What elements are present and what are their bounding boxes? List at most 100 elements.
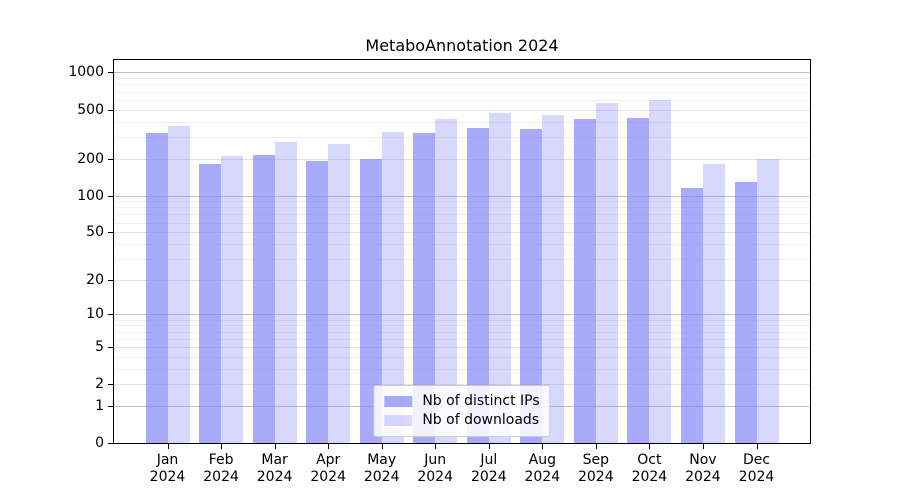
x-tick-month-jun: Jun [424, 452, 447, 468]
legend-swatch-downloads [384, 415, 413, 426]
gridline-major-100 [114, 195, 810, 197]
gridline-minor-9 [114, 319, 810, 321]
x-tick-label-oct: Oct 2024 [617, 452, 681, 486]
gridline-minor-400 [114, 121, 810, 123]
x-tick-label-mar: Mar 2024 [243, 452, 307, 486]
bar-downloads-jul [488, 113, 511, 443]
bar-ips-nov [680, 188, 703, 443]
x-tick-label-jun: Jun 2024 [403, 452, 467, 486]
gridline-minor-90 [114, 201, 810, 202]
x-tick-month-jan: Jan [156, 452, 179, 468]
x-tick-year-may: 2024 [363, 469, 400, 485]
x-tick-label-jul: Jul 2024 [457, 452, 521, 486]
bar-ips-apr [306, 161, 329, 443]
gridline-minor-30 [114, 258, 810, 260]
x-tick-month-sep: Sep [582, 452, 609, 468]
x-tick-year-nov: 2024 [685, 469, 721, 485]
bar-ips-dec [734, 181, 757, 443]
x-tick-mark-jul [488, 444, 490, 449]
x-tick-month-mar: Mar [261, 452, 288, 468]
bar-ips-jun [413, 133, 436, 443]
gridline-minor-8 [114, 325, 810, 327]
y-tick-label-200: 200 [77, 150, 104, 167]
bar-ips-sep [573, 118, 596, 443]
bar-ips-jan [145, 132, 168, 443]
x-tick-year-jan: 2024 [149, 469, 186, 485]
x-tick-month-dec: Dec [742, 452, 771, 468]
x-tick-mark-mar [274, 444, 276, 449]
bar-ips-may [359, 158, 382, 443]
gridline-minor-700 [114, 91, 810, 93]
gridline-mid-5 [114, 346, 810, 348]
legend-label-downloads: Nb of downloads [422, 412, 540, 428]
x-tick-label-jan: Jan 2024 [136, 452, 200, 486]
legend-item-distinct-ips: Nb of distinct IPs [384, 392, 540, 411]
bar-downloads-feb [221, 155, 244, 443]
gridline-minor-60 [114, 222, 810, 224]
x-tick-month-aug: Aug [528, 452, 556, 468]
x-tick-year-feb: 2024 [203, 469, 239, 485]
x-tick-month-apr: Apr [316, 452, 341, 468]
legend-label-distinct-ips: Nb of distinct IPs [422, 393, 540, 409]
bar-downloads-jan [167, 125, 190, 443]
bar-downloads-may [381, 131, 404, 443]
chart-title: MetaboAnnotation 2024 [365, 36, 559, 55]
x-tick-mark-oct [649, 444, 651, 449]
x-tick-mark-aug [542, 444, 544, 449]
y-tick-label-1: 1 [95, 397, 104, 414]
gridline-major-10 [114, 314, 810, 316]
x-tick-year-sep: 2024 [577, 469, 614, 485]
x-tick-month-jul: Jul [480, 452, 498, 468]
gridline-major-1000 [114, 72, 810, 74]
gridline-mid-50 [114, 232, 810, 234]
legend-swatch-distinct-ips [384, 396, 413, 407]
gridline-minor-4 [114, 356, 810, 358]
gridline-minor-600 [114, 99, 810, 101]
grid-layer [114, 60, 810, 443]
y-tick-label-1000: 1000 [68, 64, 104, 81]
y-tick-label-2: 2 [95, 376, 104, 393]
x-tick-label-aug: Aug 2024 [510, 452, 574, 486]
gridline-mid-2 [114, 384, 810, 386]
gridline-mid-500 [114, 109, 810, 111]
y-tick-label-50: 50 [86, 224, 104, 241]
bar-downloads-jun [435, 118, 458, 443]
x-tick-month-nov: Nov [689, 452, 717, 468]
gridline-minor-40 [114, 243, 810, 245]
y-tick-label-0: 0 [95, 435, 104, 451]
x-tick-month-oct: Oct [637, 452, 662, 468]
gridline-minor-70 [114, 214, 810, 216]
gridline-minor-7 [114, 331, 810, 333]
bars-layer [114, 60, 810, 443]
gridline-minor-300 [114, 136, 810, 138]
y-tick-label-100: 100 [77, 187, 104, 204]
x-tick-year-apr: 2024 [310, 469, 346, 485]
x-tick-mark-sep [595, 444, 597, 449]
x-tick-year-jul: 2024 [470, 469, 507, 485]
x-tick-month-feb: Feb [208, 452, 234, 468]
x-tick-label-dec: Dec 2024 [725, 452, 789, 486]
plot-area: Nb of distinct IPs Nb of downloads [113, 59, 811, 444]
gridline-minor-80 [114, 207, 810, 209]
x-tick-mark-dec [756, 444, 758, 449]
bar-ips-mar [252, 154, 275, 443]
bar-ips-oct [627, 117, 650, 443]
x-tick-mark-feb [221, 444, 223, 449]
bar-downloads-oct [649, 99, 672, 443]
gridline-minor-800 [114, 84, 810, 86]
gridline-minor-900 [114, 78, 810, 80]
gridline-minor-6 [114, 338, 810, 340]
bar-downloads-dec [756, 158, 779, 443]
bar-ips-aug [520, 128, 543, 443]
y-tick-label-5: 5 [95, 338, 104, 355]
bar-ips-feb [199, 164, 222, 443]
x-tick-mark-jun [435, 444, 437, 449]
bar-downloads-sep [595, 102, 618, 443]
x-tick-label-may: May 2024 [350, 452, 414, 486]
y-tick-label-20: 20 [86, 271, 104, 288]
x-tick-label-feb: Feb 2024 [189, 452, 253, 486]
legend-item-downloads: Nb of downloads [384, 411, 539, 430]
y-tick-label-500: 500 [77, 101, 104, 118]
x-tick-mark-may [381, 444, 383, 449]
